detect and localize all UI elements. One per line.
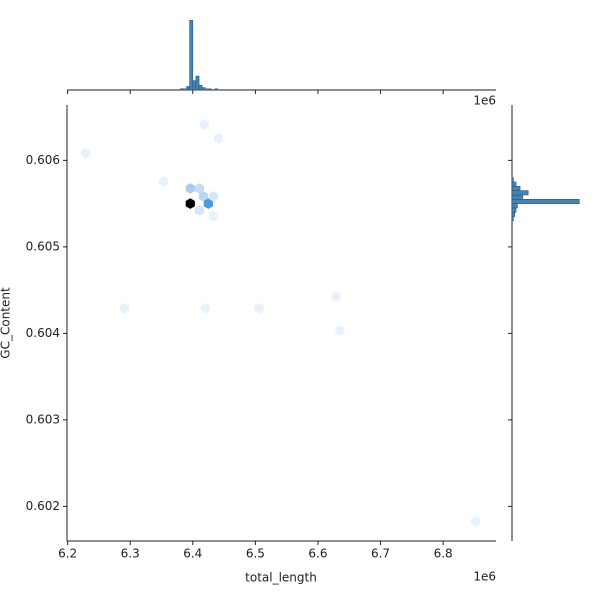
hexbin-cell: [254, 303, 264, 314]
hexbin-cell: [208, 211, 218, 222]
hexbin-cell: [208, 191, 218, 202]
hexbin-cell: [203, 198, 213, 209]
hexbin-cell: [200, 303, 210, 314]
y-tick-label: 0.603: [26, 412, 60, 426]
x-hist-bar: [208, 88, 212, 91]
hexbin-cell: [471, 516, 481, 527]
y-hist-bar: [511, 194, 524, 200]
x-hist-bar: [195, 75, 200, 91]
hexbin-cell: [331, 291, 341, 302]
x-tick-label: 6.3: [121, 547, 140, 561]
hexbin-cell: [194, 183, 204, 194]
y-tick-label: 0.605: [26, 239, 60, 253]
x-hist-bar: [205, 88, 209, 91]
y-hist-bar: [511, 181, 517, 187]
hexbin-cell: [81, 148, 91, 159]
hexbin-cell: [213, 133, 223, 144]
y-hist-bar: [511, 190, 529, 196]
y-hist-bar: [511, 203, 518, 209]
x-hist-bar: [186, 86, 190, 91]
y-axis-label: GC_Content: [0, 287, 13, 359]
y-hist-bar: [511, 216, 514, 222]
hexbin-cell: [335, 325, 345, 336]
x-offset: 1e6: [473, 94, 496, 108]
y-hist-bar: [511, 211, 515, 217]
hexbin-cell: [185, 198, 195, 209]
x-offset: 1e6: [473, 570, 496, 584]
y-hist-bar: [511, 177, 514, 183]
hexbin-cell: [185, 183, 195, 194]
y-hist-bar: [511, 198, 580, 204]
x-tick-label: 6.5: [246, 547, 265, 561]
y-hist-bar: [511, 207, 517, 213]
y-tick-label: 0.602: [26, 499, 60, 513]
hexbin-cell: [158, 176, 168, 187]
y-tick-label: 0.604: [26, 326, 60, 340]
y-hist-bar: [511, 186, 521, 191]
x-tick-label: 6.2: [58, 547, 77, 561]
x-tick-label: 6.4: [183, 547, 202, 561]
hexbin-cell: [198, 191, 208, 202]
x-hist-bar: [214, 88, 219, 91]
hexbin-cell: [120, 303, 130, 314]
x-axis-label: total_length: [245, 571, 317, 585]
x-hist-bar: [198, 85, 203, 91]
x-hist-bar: [201, 87, 206, 91]
x-hist-bar: [179, 88, 184, 91]
x-tick-label: 6.7: [371, 547, 390, 561]
y-tick-label: 0.606: [26, 153, 60, 167]
hexbin-cell: [199, 119, 209, 130]
x-tick-label: 6.8: [434, 547, 453, 561]
x-hist-bar: [192, 80, 197, 91]
hexbin-cell: [194, 205, 204, 216]
x-hist-bar: [189, 20, 194, 91]
x-hist-bar: [183, 88, 187, 91]
x-tick-label: 6.6: [308, 547, 327, 561]
